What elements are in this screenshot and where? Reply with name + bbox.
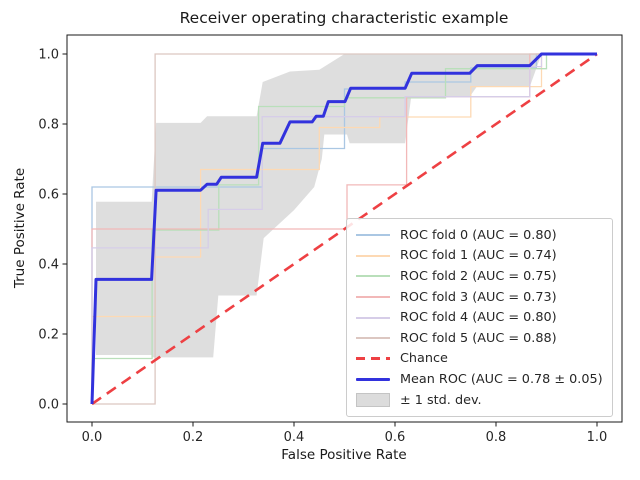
legend-label: ROC fold 2 (AUC = 0.75) (400, 268, 557, 284)
legend-line-swatch (356, 337, 390, 340)
y-axis-label: True Positive Rate (12, 167, 28, 289)
legend-label: Chance (400, 351, 448, 367)
roc-fold-4-curve (91, 53, 597, 404)
legend-label: Mean ROC (AUC = 0.78 ± 0.05) (400, 371, 603, 387)
x-tick-label: 0.0 (82, 430, 103, 445)
y-tick-label: 0.4 (38, 258, 59, 273)
legend-line-swatch (356, 357, 390, 361)
x-axis-label: False Positive Rate (281, 447, 407, 463)
x-tick-label: 0.4 (284, 430, 305, 445)
legend-label: ROC fold 4 (AUC = 0.80) (400, 310, 557, 326)
chart-title: Receiver operating characteristic exampl… (179, 9, 509, 27)
legend-row-8: ± 1 std. dev. (356, 390, 604, 411)
x-tick-label: 0.8 (486, 430, 507, 445)
legend-row-5: ROC fold 5 (AUC = 0.88) (356, 328, 604, 349)
x-tick-label: 0.6 (385, 430, 406, 445)
legend: ROC fold 0 (AUC = 0.80) ROC fold 1 (AUC =… (346, 218, 613, 418)
chance-line (91, 52, 598, 406)
legend-line-swatch (356, 316, 390, 319)
y-tick-label: 0.6 (38, 188, 59, 203)
y-tick-label: 0.8 (38, 118, 59, 133)
std-dev-band (96, 54, 542, 358)
legend-line-swatch (356, 275, 390, 278)
roc-fold-2-curve (91, 53, 597, 404)
legend-row-7: Mean ROC (AUC = 0.78 ± 0.05) (356, 369, 604, 390)
legend-line-swatch (356, 254, 390, 257)
x-tick-label: 0.2 (183, 430, 204, 445)
axes-spines (66, 34, 623, 423)
legend-row-0: ROC fold 0 (AUC = 0.80) (356, 225, 604, 246)
legend-label: ROC fold 3 (AUC = 0.73) (400, 289, 557, 305)
legend-line-swatch (356, 234, 390, 237)
legend-row-2: ROC fold 2 (AUC = 0.75) (356, 266, 604, 287)
legend-row-1: ROC fold 1 (AUC = 0.74) (356, 246, 604, 267)
legend-row-3: ROC fold 3 (AUC = 0.73) (356, 287, 604, 308)
y-tick-label: 0.2 (38, 328, 59, 343)
legend-label: ROC fold 0 (AUC = 0.80) (400, 227, 557, 243)
legend-patch-swatch (356, 393, 390, 408)
mean-roc-curve (90, 52, 597, 405)
legend-label: ± 1 std. dev. (400, 392, 482, 408)
legend-line-swatch (356, 377, 390, 382)
y-tick-label: 0.0 (38, 398, 59, 413)
legend-line-swatch (356, 296, 390, 299)
legend-label: ROC fold 5 (AUC = 0.88) (400, 330, 557, 346)
x-tick-label: 1.0 (587, 430, 608, 445)
legend-label: ROC fold 1 (AUC = 0.74) (400, 248, 557, 264)
legend-row-6: Chance (356, 349, 604, 370)
legend-row-4: ROC fold 4 (AUC = 0.80) (356, 307, 604, 328)
y-tick-label: 1.0 (38, 48, 59, 63)
